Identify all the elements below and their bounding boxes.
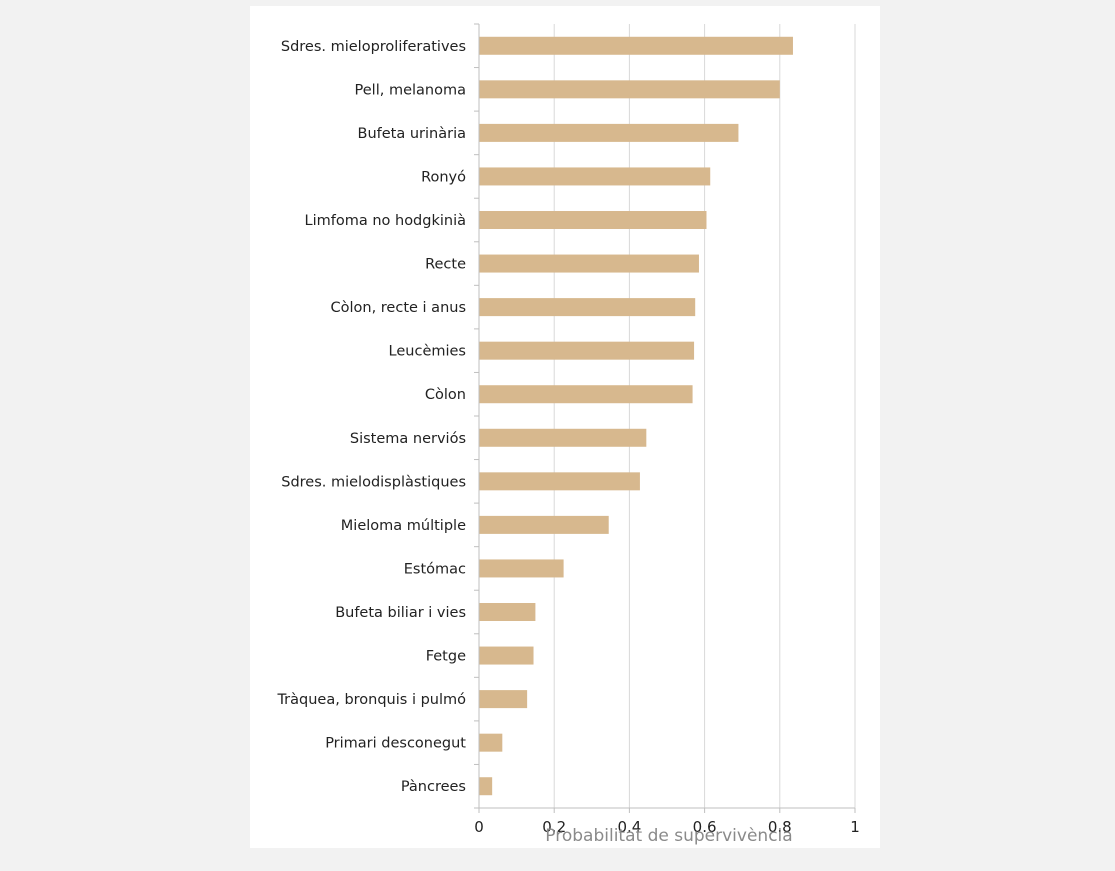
x-tick-label: 1 (850, 818, 860, 836)
chart-panel: Sdres. mieloproliferatives Pell, melanoma… (250, 6, 880, 848)
axes (474, 23, 856, 813)
bar (479, 80, 780, 99)
bar (479, 36, 793, 55)
bar (479, 211, 707, 229)
bars (479, 36, 793, 796)
bar (479, 603, 536, 621)
bar (479, 646, 534, 665)
category-label: Fetge (426, 649, 466, 665)
x-tick-label: 0.8 (768, 818, 792, 836)
x-tick-label: 0.4 (617, 818, 641, 836)
bar (479, 167, 711, 186)
category-label: Limfoma no hodgkinià (305, 213, 467, 229)
category-label: Recte (425, 257, 466, 273)
bar (479, 298, 696, 317)
bar (479, 472, 640, 491)
x-tick-labels: 0 0.2 0.4 0.6 0.8 1 (474, 818, 860, 836)
category-label: Mieloma múltiple (341, 518, 466, 534)
x-tick-label: 0 (474, 818, 484, 836)
bar (479, 515, 609, 534)
x-axis-title: Probabilitat de supervivència (545, 826, 792, 846)
category-label: Sdres. mieloproliferatives (281, 39, 466, 55)
grid-lines (553, 24, 856, 808)
bar (479, 341, 695, 360)
category-label: Còlon (425, 387, 466, 403)
bar (479, 385, 693, 404)
bar (479, 777, 493, 796)
category-label: Estómac (404, 561, 466, 577)
bar (479, 123, 739, 142)
bar (479, 559, 564, 578)
bar-chart: Sdres. mieloproliferatives Pell, melanoma… (276, 23, 860, 846)
category-labels: Sdres. mieloproliferatives Pell, melanoma… (276, 39, 466, 795)
bar (479, 428, 647, 447)
category-label: Ronyó (421, 169, 466, 185)
category-label: Leucèmies (389, 344, 466, 360)
category-label: Bufeta urinària (358, 126, 466, 142)
x-tick-label: 0.2 (542, 818, 566, 836)
category-label: Sistema nerviós (350, 431, 466, 447)
category-label: Tràquea, bronquis i pulmó (276, 692, 466, 708)
category-label: Pell, melanoma (355, 82, 466, 98)
bar (479, 733, 503, 752)
x-tick-label: 0.6 (693, 818, 717, 836)
bar (479, 254, 699, 273)
category-label: Bufeta biliar i vies (335, 605, 466, 621)
bar (479, 690, 528, 709)
category-label: Còlon, recte i anus (330, 300, 466, 316)
category-label: Primari desconegut (325, 736, 466, 752)
category-label: Sdres. mielodisplàstiques (281, 474, 466, 490)
category-label: Pàncrees (401, 779, 466, 795)
